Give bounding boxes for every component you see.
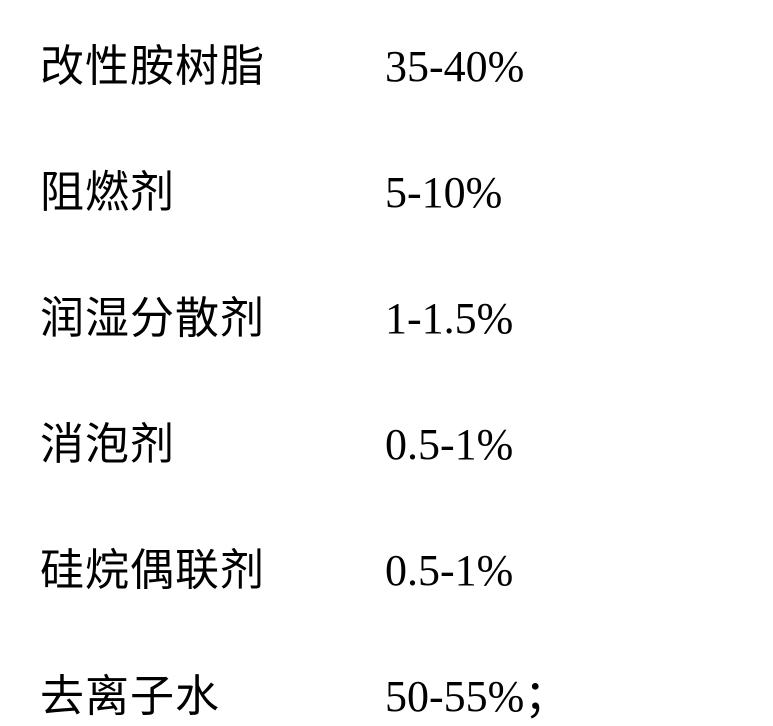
ingredient-label: 消泡剂 [40, 408, 385, 472]
percentage-value: 5-10% [385, 167, 502, 218]
table-row: 去离子水 50-55%； [40, 660, 733, 724]
percentage-value: 0.5-1% [385, 419, 513, 470]
percentage-value: 0.5-1% [385, 545, 513, 596]
percentage-value: 1-1.5% [385, 293, 513, 344]
table-row: 硅烷偶联剂 0.5-1% [40, 534, 733, 598]
table-row: 润湿分散剂 1-1.5% [40, 282, 733, 346]
ingredient-label: 去离子水 [40, 660, 385, 724]
table-row: 消泡剂 0.5-1% [40, 408, 733, 472]
composition-table: 改性胺树脂 35-40% 阻燃剂 5-10% 润湿分散剂 1-1.5% 消泡剂 … [40, 30, 733, 724]
ingredient-label: 硅烷偶联剂 [40, 534, 385, 598]
ingredient-label: 改性胺树脂 [40, 30, 385, 94]
ingredient-label: 润湿分散剂 [40, 282, 385, 346]
percentage-value: 50-55%； [385, 660, 568, 724]
ingredient-label: 阻燃剂 [40, 156, 385, 220]
percentage-value: 35-40% [385, 41, 524, 92]
table-row: 阻燃剂 5-10% [40, 156, 733, 220]
table-row: 改性胺树脂 35-40% [40, 30, 733, 94]
